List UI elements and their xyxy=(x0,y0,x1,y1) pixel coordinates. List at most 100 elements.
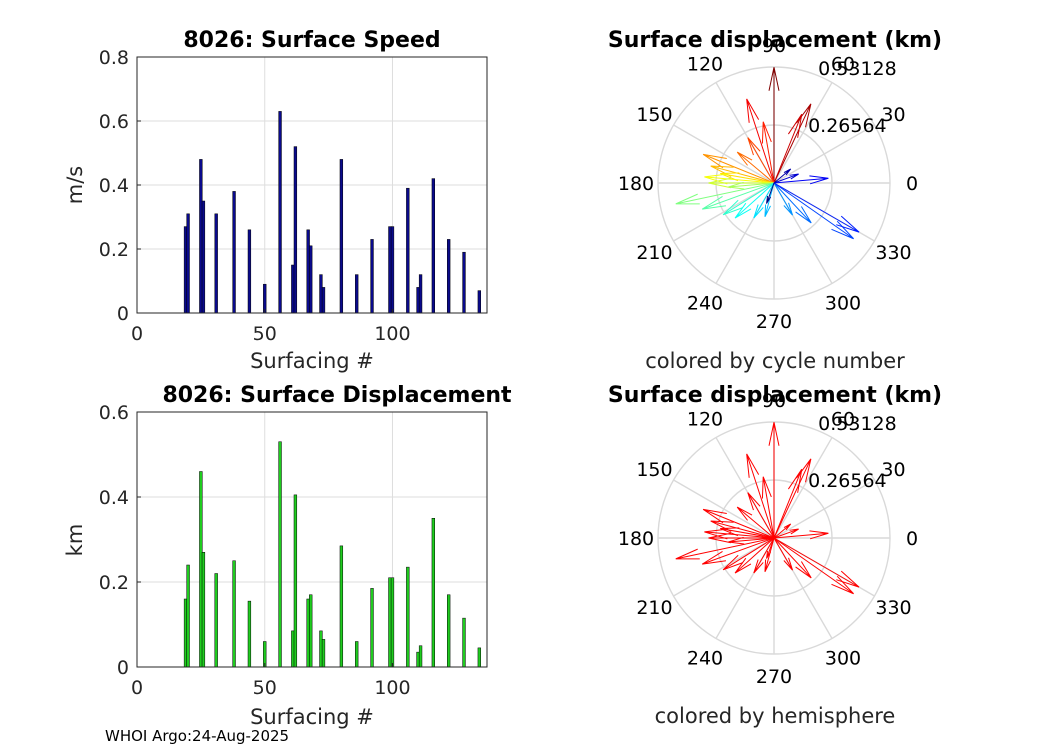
polar-angle-label: 180 xyxy=(618,173,654,195)
displacement-vector xyxy=(722,537,775,571)
x-tick-label: 50 xyxy=(253,323,277,345)
polar-hemisphere-ticks: 0 30 60 90 120 150 180 210 240 270 300 330 0.26564 0.… xyxy=(618,390,918,688)
speed-xlabel: Surfacing # xyxy=(250,349,374,373)
displacement-ylabel: km xyxy=(63,524,87,557)
y-tick-label: 0.8 xyxy=(99,47,129,69)
y-tick-label: 0.2 xyxy=(99,239,129,261)
polar-angle-label: 300 xyxy=(825,648,861,670)
displacement-axes-box xyxy=(136,411,488,668)
displacement-vector xyxy=(702,153,775,184)
displacement-grid xyxy=(137,412,487,667)
x-tick-label: 100 xyxy=(374,323,410,345)
displacement-vector xyxy=(768,422,780,538)
displacement-vector xyxy=(761,476,775,539)
polar-radius-label: 0.26564 xyxy=(808,115,887,137)
displacement-vector xyxy=(766,537,775,559)
bar xyxy=(247,600,252,668)
displacement-vector xyxy=(734,182,775,219)
y-tick-label: 0 xyxy=(117,303,129,325)
bar xyxy=(321,287,326,314)
polar-angle-label: 270 xyxy=(756,311,792,333)
x-tick-label: 0 xyxy=(131,323,143,345)
polar-angle-label: 90 xyxy=(762,390,786,412)
bar xyxy=(418,645,423,668)
y-tick-label: 0.6 xyxy=(99,402,129,424)
bar xyxy=(293,146,298,314)
bar xyxy=(390,577,395,668)
displacement-vector xyxy=(736,506,775,539)
bar xyxy=(247,229,252,314)
polar-angle-label: 180 xyxy=(618,528,654,550)
bar xyxy=(370,588,374,668)
polar-angle-label: 30 xyxy=(881,104,905,126)
polar-angle-label: 210 xyxy=(636,242,672,264)
polar-cycle-caption: colored by cycle number xyxy=(645,349,905,373)
polar-angle-label: 270 xyxy=(756,666,792,688)
x-tick-label: 50 xyxy=(253,677,277,699)
displacement-vector xyxy=(753,537,775,574)
displacement-vector xyxy=(761,121,775,184)
polar-angle-label: 0 xyxy=(906,173,918,195)
bar xyxy=(370,239,374,314)
displacement-vector xyxy=(728,181,775,190)
polar-angle-label: 150 xyxy=(636,459,672,481)
polar-angle-label: 30 xyxy=(881,459,905,481)
bar xyxy=(278,441,282,668)
bar xyxy=(447,239,451,314)
bar xyxy=(477,647,481,668)
displacement-vector xyxy=(702,508,775,539)
bar xyxy=(214,213,218,314)
displacement-vector xyxy=(764,537,775,572)
bar xyxy=(390,226,395,314)
displacement-title: 8026: Surface Displacement xyxy=(162,383,512,408)
polar-hemisphere-vectors xyxy=(675,422,860,595)
polar-radius-label: 0.53128 xyxy=(818,58,897,80)
bar xyxy=(214,573,218,668)
polar-hemisphere-chart: 0 30 60 90 120 150 180 210 240 270 300 330 0.26564 0.… xyxy=(608,383,942,728)
displacement-vector xyxy=(753,182,775,219)
bar xyxy=(339,545,344,668)
displacement-vector xyxy=(773,537,812,579)
polar-angle-label: 150 xyxy=(636,104,672,126)
displacement-xlabel: Surfacing # xyxy=(250,705,374,729)
polar-hemisphere-caption: colored by hemisphere xyxy=(655,704,896,728)
y-tick-label: 0.6 xyxy=(99,111,129,133)
displacement-vector xyxy=(746,453,775,539)
displacement-bars xyxy=(183,441,481,668)
polar-cycle-vectors xyxy=(675,67,860,240)
bar xyxy=(263,283,267,314)
bar xyxy=(186,564,190,668)
bar xyxy=(186,213,190,314)
polar-angle-label: 60 xyxy=(831,53,855,75)
polar-angle-label: 240 xyxy=(687,293,723,315)
displacement-vector xyxy=(722,182,775,216)
bar xyxy=(339,159,344,314)
polar-hemisphere-title: Surface displacement (km) xyxy=(608,383,942,408)
bar xyxy=(477,290,481,314)
displacement-ticks: 0 50 100 0 0.2 0.4 0.6 xyxy=(99,402,411,699)
bar xyxy=(462,251,466,314)
polar-angle-label: 300 xyxy=(825,293,861,315)
displacement-vector xyxy=(773,528,799,539)
polar-cycle-chart: 0 30 60 90 120 150 180 210 240 270 300 330 0.26564 0.… xyxy=(608,28,942,373)
displacement-vector xyxy=(675,537,775,560)
polar-angle-label: 90 xyxy=(762,35,786,57)
displacement-vector xyxy=(773,530,829,540)
polar-angle-label: 0 xyxy=(906,528,918,550)
bar xyxy=(232,191,236,314)
polar-radius-label: 0.53128 xyxy=(818,413,897,435)
displacement-vector xyxy=(675,182,775,205)
displacement-vector xyxy=(773,175,829,185)
bar xyxy=(355,641,359,668)
bar xyxy=(232,560,236,668)
displacement-vector xyxy=(773,182,794,216)
displacement-vector xyxy=(701,182,775,210)
bar xyxy=(447,594,451,668)
x-tick-label: 0 xyxy=(131,677,143,699)
displacement-vector xyxy=(701,537,775,565)
polar-radius-label: 0.26564 xyxy=(808,470,887,492)
bar xyxy=(406,566,410,668)
speed-ticks: 0 50 100 0 0.2 0.4 0.6 0.8 xyxy=(99,47,411,345)
bar xyxy=(309,594,313,668)
